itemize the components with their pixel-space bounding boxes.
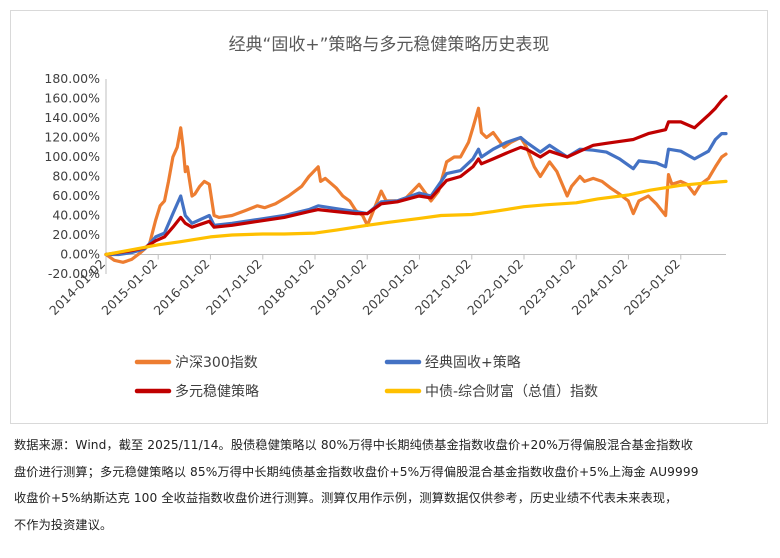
legend-label: 中债-综合财富（总值）指数 — [425, 383, 598, 400]
y-tick-label: 180.00% — [44, 71, 100, 86]
y-tick-label: 100.00% — [44, 149, 100, 164]
y-tick-label: -20.00% — [48, 266, 100, 281]
y-tick-label: 20.00% — [52, 227, 100, 242]
legend-label: 沪深300指数 — [175, 355, 258, 371]
series-line-1 — [104, 106, 728, 264]
source-note-line: 收盘价+5%纳斯达克 100 全收益指数收盘价进行测算。测算仅用作示例，测算数据… — [14, 491, 678, 505]
legend-label: 多元稳健策略 — [175, 383, 259, 400]
line-chart: 经典“固收+”策略与多元稳健策略历史表现 -20.00% 0.00% 20.00% 40… — [44, 35, 728, 400]
source-note-line: 不作为投资建议。 — [14, 517, 113, 532]
chart-frame — [10, 10, 768, 424]
x-tick-label: 2025-01-02 — [621, 256, 683, 318]
y-tick-label: 140.00% — [44, 110, 100, 125]
y-tick-label: 0.00% — [60, 247, 100, 262]
y-tick-label: 60.00% — [52, 188, 100, 203]
series-line-4 — [104, 179, 728, 257]
series-line-2 — [104, 131, 728, 257]
legend-label: 经典固收+策略 — [425, 354, 521, 371]
y-tick-label: 160.00% — [44, 91, 100, 106]
y-tick-label: 80.00% — [52, 169, 100, 184]
series-line-3 — [104, 94, 728, 257]
source-note: 数据来源：Wind，截至 2025/11/14。股债稳健策略以 80%万得中长期… — [14, 432, 766, 538]
y-tick-label: 40.00% — [52, 208, 100, 223]
source-note-line: 盘价进行测算；多元稳健策略以 85%万得中长期纯债基金指数收盘价+5%万得偏股混… — [14, 464, 699, 479]
y-tick-label: 120.00% — [44, 130, 100, 145]
chart-title: 经典“固收+”策略与多元稳健策略历史表现 — [229, 35, 550, 55]
source-note-line: 数据来源：Wind，截至 2025/11/14。股债稳健策略以 80%万得中长期… — [14, 438, 694, 452]
